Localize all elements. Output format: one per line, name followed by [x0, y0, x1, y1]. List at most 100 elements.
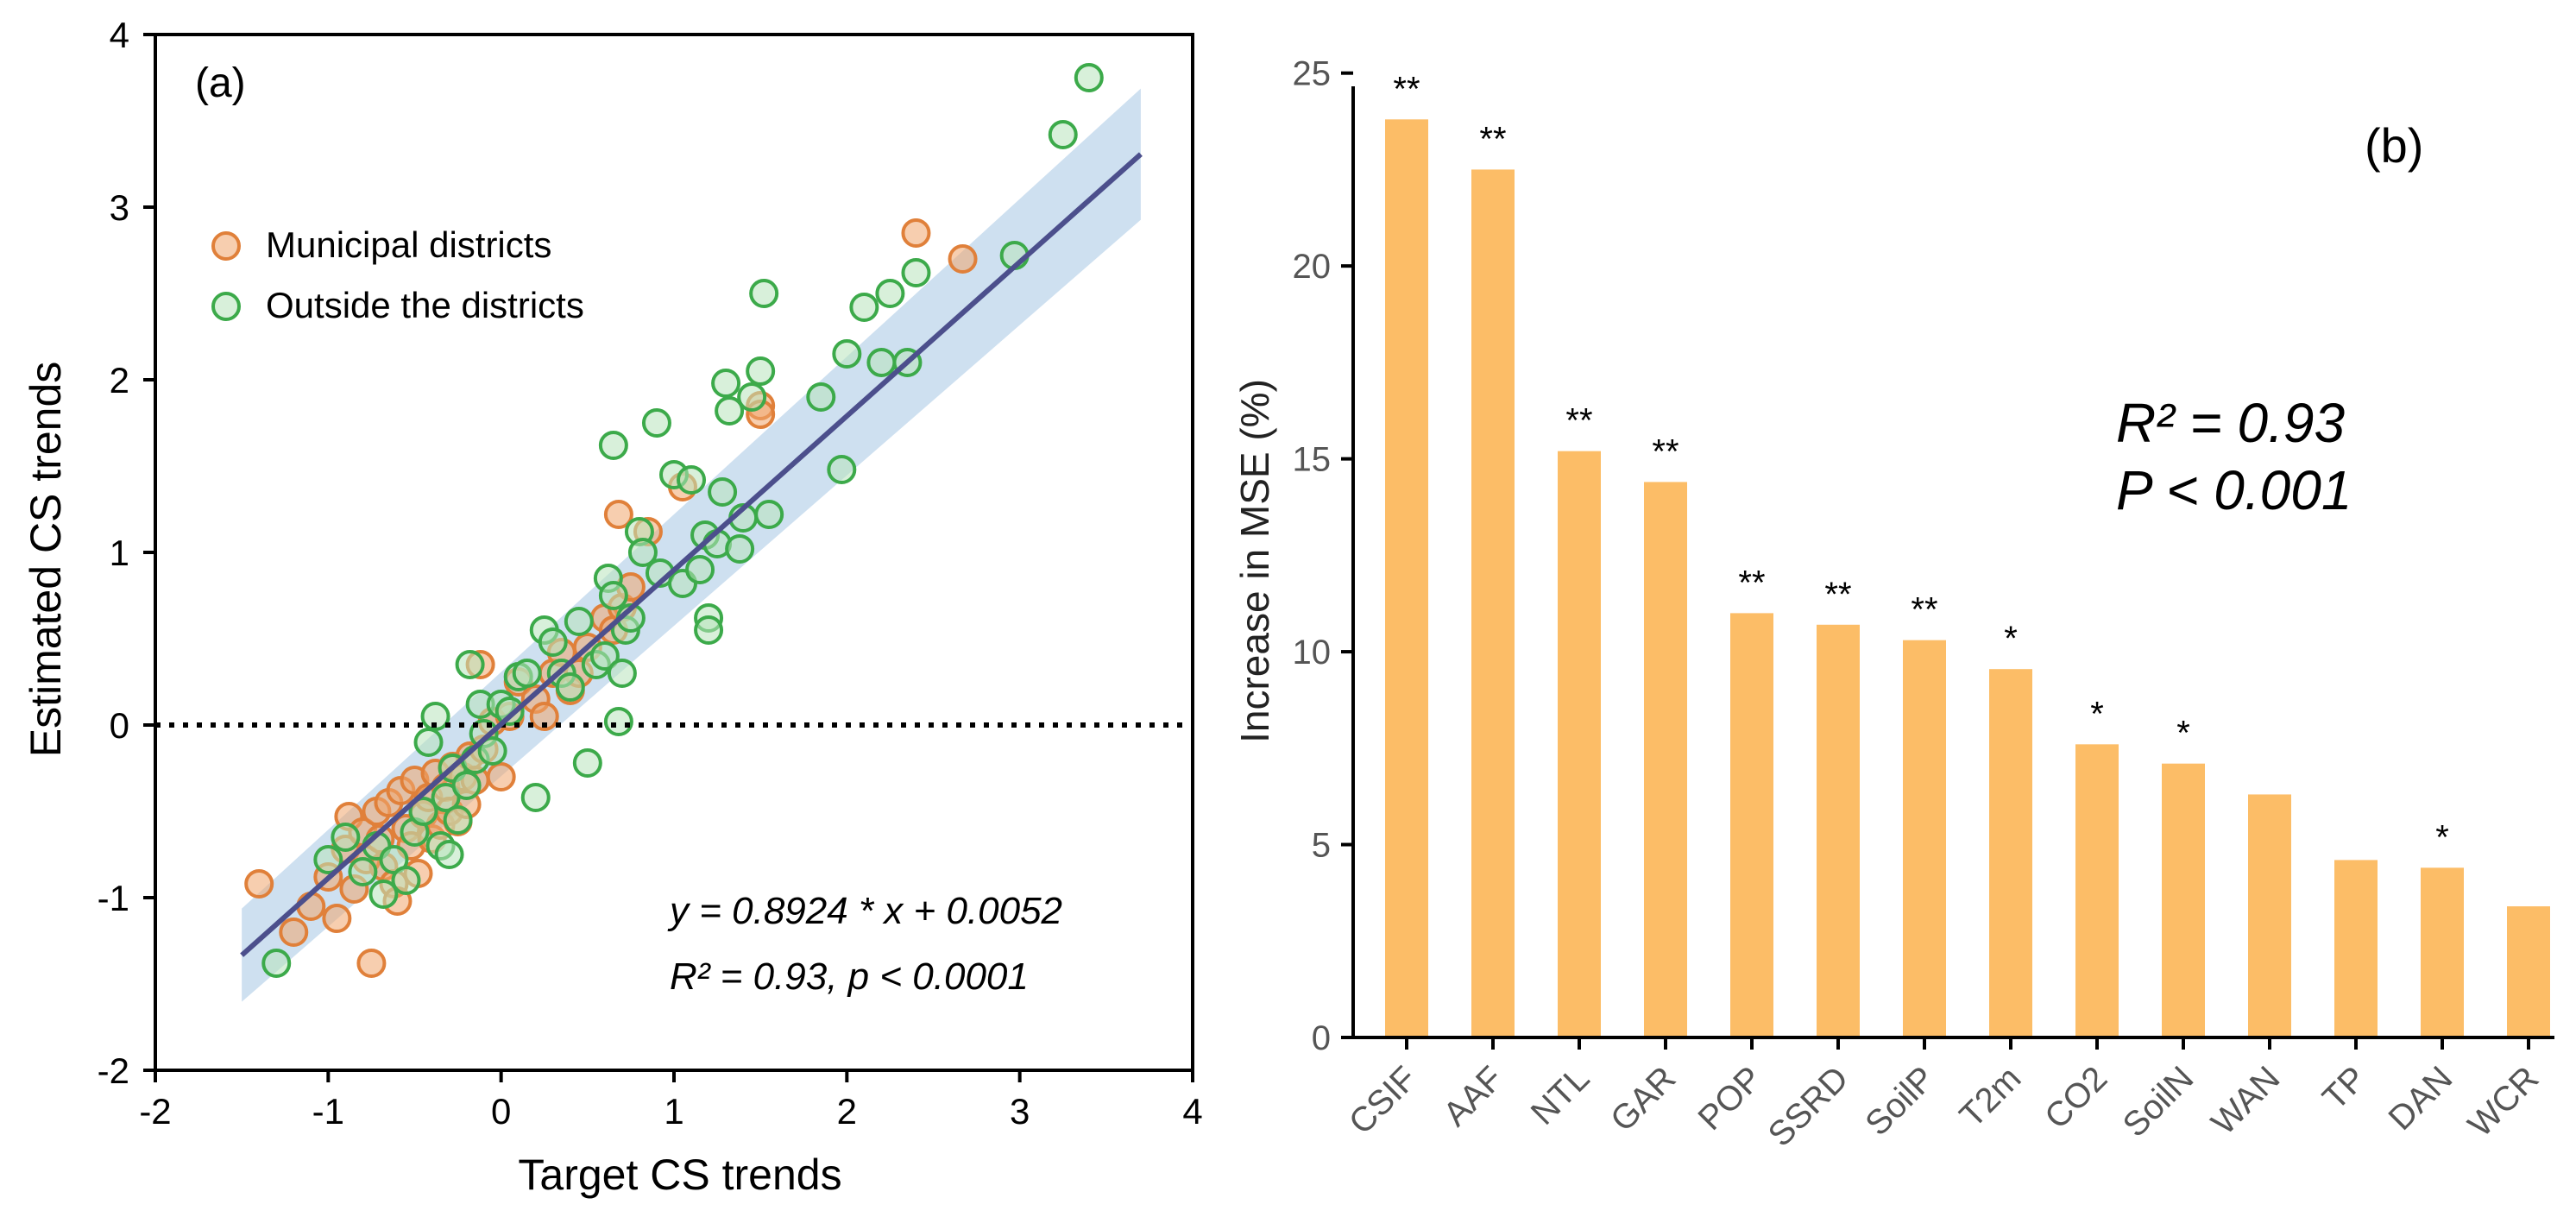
outside-point [849, 293, 879, 322]
outside-point [694, 615, 724, 645]
outside-point [1074, 63, 1104, 92]
bar-soiln [2162, 763, 2205, 1037]
municipal-point [486, 762, 516, 791]
y-axis-ticks: 0 5 10 15 20 25 [1293, 55, 1353, 1057]
outside-point [598, 581, 628, 610]
x-tick-label: 2 [837, 1091, 857, 1132]
outside-point [434, 840, 464, 869]
bar-ntl [1558, 451, 1601, 1037]
outside-point [477, 736, 507, 766]
regression-equation: y = 0.8924 * x + 0.0052 [667, 890, 1062, 932]
x-tick-label: SoilP [1858, 1059, 1942, 1143]
panel-a-label: (a) [195, 60, 246, 106]
y-tick-label: -2 [98, 1050, 129, 1091]
bar-wan [2248, 794, 2291, 1037]
x-tick-label: DAN [2382, 1059, 2460, 1138]
outside-point [512, 659, 542, 688]
bar-wcr [2507, 906, 2550, 1037]
outside-point [572, 748, 602, 778]
y-tick-label: 5 [1312, 827, 1331, 865]
legend-marker-municipal [211, 231, 241, 261]
x-tick-label: CO2 [2037, 1059, 2114, 1136]
legend-label-municipal: Municipal districts [266, 224, 551, 265]
x-tick-label: GAR [1603, 1059, 1683, 1138]
bar-t2m [1989, 669, 2032, 1037]
municipal-point [322, 904, 352, 933]
outside-point [827, 455, 857, 484]
significance-label: ** [1738, 564, 1765, 602]
significance-label: * [2004, 620, 2018, 658]
x-axis-title: Target CS trends [518, 1151, 841, 1199]
outside-point [408, 797, 438, 826]
outside-point [443, 805, 473, 835]
y-tick-label: 0 [1312, 1019, 1331, 1057]
x-tick-label: WAN [2204, 1059, 2287, 1142]
municipal-point [603, 500, 633, 529]
outside-point [737, 382, 767, 412]
bar-co2 [2075, 744, 2119, 1037]
y-tick-label: 20 [1293, 248, 1332, 286]
x-tick-label: SSRD [1761, 1059, 1856, 1154]
outside-point [711, 369, 741, 398]
regression-r2: R² = 0.93, p < 0.0001 [670, 955, 1029, 998]
x-tick-label: 4 [1182, 1091, 1202, 1132]
outside-point [901, 258, 931, 287]
outside-point [754, 500, 784, 529]
y-axis-title: Estimated CS trends [22, 362, 70, 758]
outside-point [555, 672, 585, 702]
y-tick-label: 2 [110, 360, 129, 400]
outside-point [451, 771, 482, 800]
y-tick-label: 3 [110, 187, 129, 228]
regression-line [240, 152, 1143, 957]
outside-point [564, 607, 594, 636]
outside-point [677, 465, 707, 495]
outside-point [413, 728, 444, 757]
bar-csif [1385, 119, 1428, 1037]
y-tick-label: 25 [1293, 55, 1332, 93]
outside-point [866, 348, 897, 377]
outside-point [746, 356, 776, 386]
outside-point [538, 627, 568, 657]
x-tick-label: T2m [1953, 1059, 2029, 1135]
y-tick-label: 10 [1293, 634, 1332, 672]
bar-soilp [1903, 640, 1946, 1037]
outside-point [708, 477, 738, 507]
outside-point [420, 702, 450, 731]
municipal-point [356, 949, 387, 978]
outside-point [313, 845, 343, 874]
x-tick-label: SoilN [2116, 1059, 2201, 1144]
outside-point [261, 949, 292, 978]
bar-tp [2334, 860, 2378, 1037]
municipal-point [244, 869, 274, 899]
outside-point [715, 396, 745, 426]
bar-ssrd [1817, 624, 1860, 1037]
outside-point [368, 880, 399, 909]
x-axis-ticks: -2 -1 0 1 2 4 3 [139, 1070, 1203, 1132]
significance-label: ** [1911, 591, 1937, 629]
y-tick-label: 15 [1293, 441, 1332, 479]
outside-point [348, 857, 378, 886]
significance-label: ** [1565, 402, 1592, 440]
stats-r2: R² = 0.93 [2116, 392, 2345, 454]
significance-label: ** [1479, 120, 1506, 158]
significance-label: * [2176, 715, 2190, 753]
outside-point [589, 641, 620, 671]
x-tick-label: POP [1691, 1059, 1770, 1138]
municipal-point [901, 218, 931, 248]
y-tick-label: -1 [98, 878, 129, 918]
outside-point [685, 555, 715, 584]
outside-point [494, 697, 525, 726]
x-tick-label: -2 [139, 1091, 171, 1132]
significance-label: ** [1824, 576, 1851, 614]
outside-point [455, 650, 485, 679]
y-axis-ticks: -2 -1 0 1 2 3 4 [98, 15, 155, 1091]
significance-label: ** [1393, 70, 1420, 108]
x-tick-label: WCR [2461, 1059, 2547, 1144]
outside-point [875, 279, 905, 308]
outside-point [627, 538, 658, 567]
outside-point [598, 431, 628, 460]
bar-pop [1730, 613, 1773, 1037]
x-tick-label: 1 [664, 1091, 683, 1132]
x-tick-label: TP [2315, 1059, 2373, 1117]
outside-point [806, 382, 836, 412]
